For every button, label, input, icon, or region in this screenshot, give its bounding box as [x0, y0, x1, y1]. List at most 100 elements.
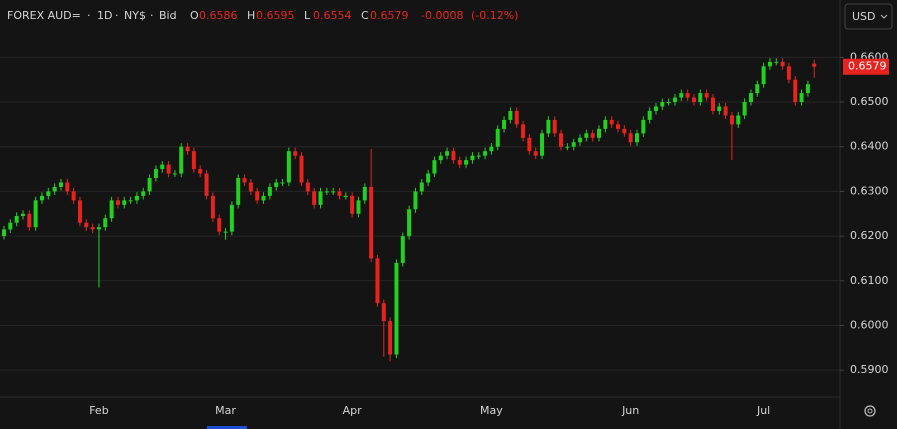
candle-body [805, 84, 810, 94]
candle-body [812, 63, 817, 67]
y-tick-label: 0.6100 [850, 274, 889, 287]
candle-body [552, 119, 557, 134]
candle-body [191, 151, 196, 170]
candle-body [343, 195, 348, 197]
candle-body [723, 106, 728, 116]
candle-body [356, 200, 361, 214]
x-tick-label: Feb [89, 404, 108, 417]
candle-body [84, 222, 89, 228]
candle-body [502, 119, 507, 129]
candle-body [761, 66, 766, 85]
candle-body [603, 119, 608, 129]
candle-body [590, 133, 595, 138]
candle-body [514, 110, 519, 125]
candle-body [134, 195, 139, 201]
y-tick-label: 0.6500 [850, 95, 889, 108]
candle-body [622, 128, 627, 134]
candle-body [172, 173, 177, 175]
candle-body [71, 191, 76, 201]
candle-body [698, 93, 703, 103]
candle-body [419, 182, 424, 192]
candle-body [540, 133, 545, 156]
candle-body [375, 258, 380, 304]
candle-body [628, 133, 633, 143]
scrollbar[interactable] [207, 426, 247, 429]
x-tick-label: Jul [756, 404, 770, 417]
price-label: 0.6579 [848, 60, 887, 73]
candle-body [426, 173, 431, 183]
candle-body [324, 191, 329, 193]
candle-body [691, 97, 696, 103]
candle-body [77, 200, 82, 223]
candle-body [647, 110, 652, 120]
candle-body [559, 133, 564, 147]
change: -0.0008 [421, 9, 463, 22]
candle-body [457, 160, 462, 165]
candle-body [571, 142, 576, 147]
candle-body [305, 182, 310, 192]
settings-icon[interactable] [864, 405, 876, 417]
candle-body [672, 97, 677, 103]
side: Bid [159, 9, 177, 22]
candle-body [755, 84, 760, 94]
candle-body [679, 93, 684, 98]
candle-body [508, 110, 513, 120]
candle-body [229, 204, 234, 232]
candle-body [704, 93, 709, 98]
candle-body [223, 231, 228, 233]
candle-body [337, 191, 342, 196]
candle-body [236, 178, 241, 205]
candle-body [616, 124, 621, 129]
candle-body [451, 151, 456, 161]
price-label-bg [843, 58, 889, 75]
candle-body [185, 146, 190, 152]
candle-body [710, 97, 715, 111]
x-tick-label: May [480, 404, 503, 417]
candle-body [521, 124, 526, 138]
ohlc-label: O [190, 9, 199, 22]
candle-body [204, 173, 209, 196]
candle-body [717, 106, 722, 111]
candle-body [312, 191, 317, 205]
candle-body [767, 61, 772, 67]
candle-body [793, 79, 798, 103]
candle-body [20, 213, 25, 216]
candle-body [666, 102, 671, 104]
candle-body [476, 155, 481, 157]
candle-body [299, 155, 304, 183]
candle-body [489, 146, 494, 152]
candle-body [286, 151, 291, 183]
candle-body [565, 146, 570, 148]
candle-body [8, 222, 13, 230]
candle-body [413, 191, 418, 210]
separator: · [87, 9, 91, 22]
candle-body [660, 102, 665, 107]
candle-body [635, 133, 639, 143]
candle-body [464, 160, 469, 165]
currency-button[interactable] [844, 3, 893, 30]
candle-body [109, 200, 114, 219]
candle-body [597, 128, 602, 138]
candle-body [445, 151, 450, 156]
candle-body [52, 186, 57, 192]
candle-body [641, 119, 646, 134]
candle-body [495, 128, 500, 147]
x-tick-label: Apr [343, 404, 363, 417]
candle-body [483, 151, 488, 156]
candle-body [527, 137, 532, 152]
candle-body [217, 218, 222, 232]
candle-body [400, 236, 405, 263]
candle-body [255, 191, 260, 201]
candle-body [90, 227, 95, 230]
candle-body [780, 61, 785, 67]
interval: 1D [97, 9, 112, 22]
candle-body [742, 102, 747, 116]
candle-body [533, 151, 538, 156]
candle-body [210, 195, 215, 219]
candle-body [103, 218, 108, 228]
candle-body [729, 115, 734, 125]
y-tick-label: 0.6400 [850, 140, 889, 153]
candle-body [122, 200, 127, 205]
